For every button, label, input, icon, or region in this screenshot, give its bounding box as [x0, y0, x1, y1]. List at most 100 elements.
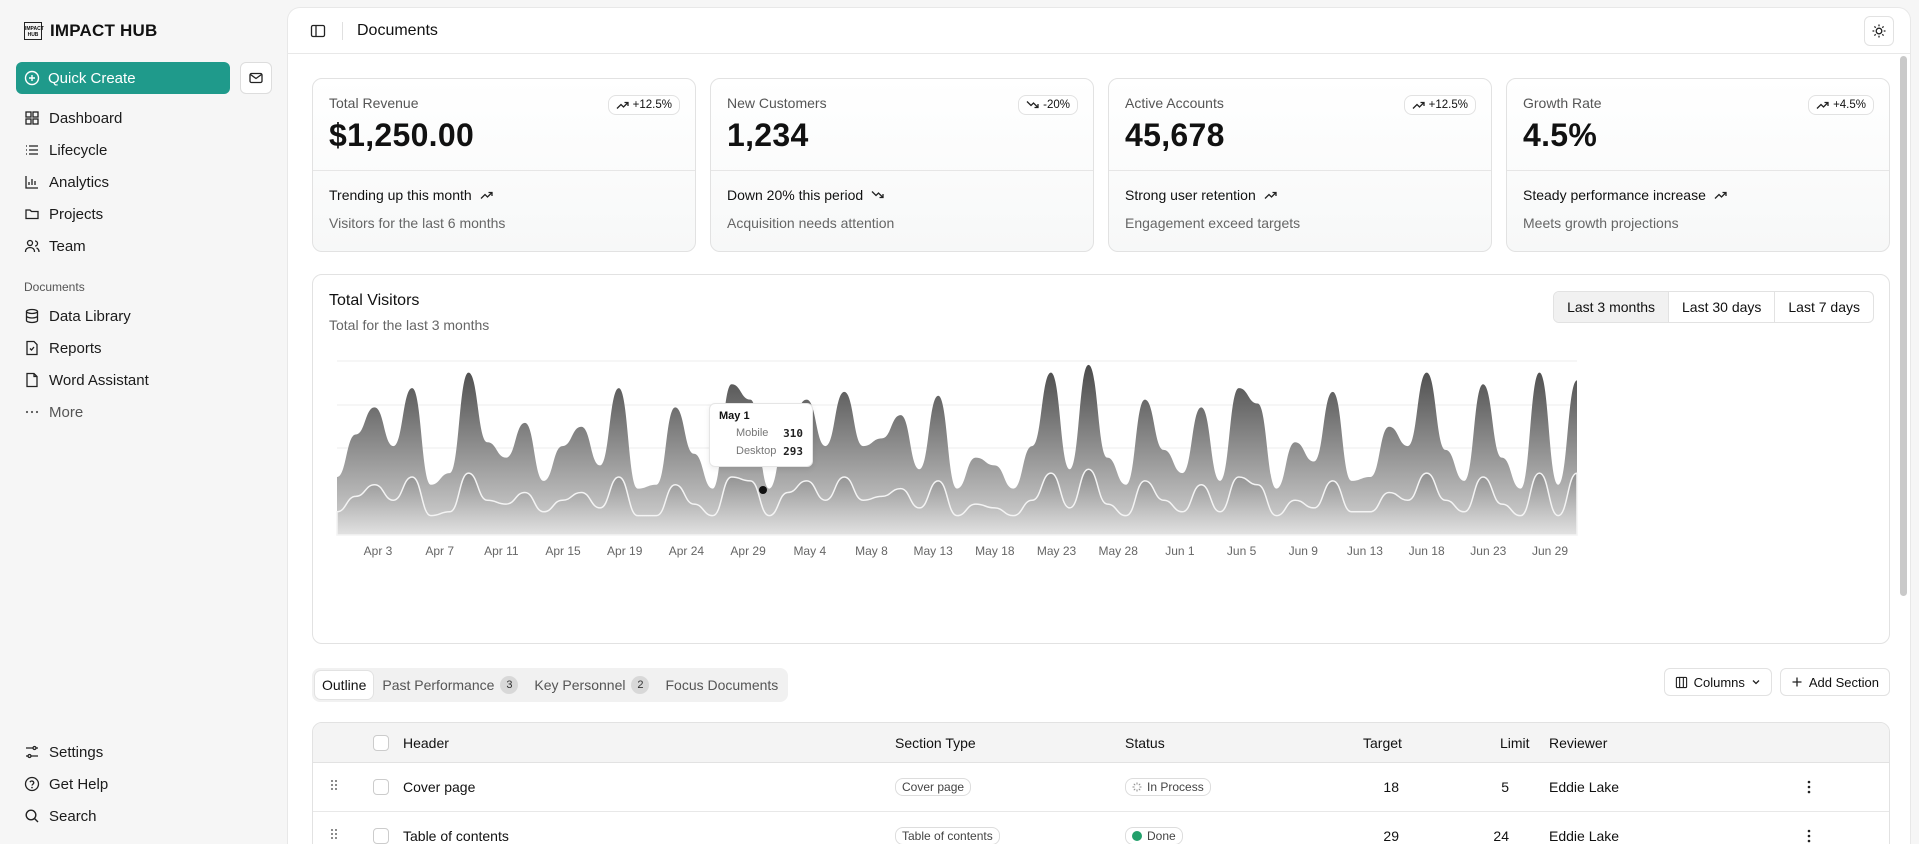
x-tick-label: May 8: [855, 544, 888, 558]
sidebar-item-more[interactable]: More: [16, 396, 272, 428]
row-checkbox[interactable]: [373, 828, 389, 844]
card-footer-title: Strong user retention: [1125, 187, 1256, 203]
column-header-status[interactable]: Status: [1125, 734, 1165, 751]
column-header-section-type[interactable]: Section Type: [895, 734, 976, 751]
table-toolbar: Outline Past Performance 3 Key Personnel 2…: [312, 668, 1890, 702]
row-menu-button[interactable]: [1807, 829, 1811, 844]
x-tick-label: Apr 7: [425, 544, 454, 558]
tab-outline[interactable]: Outline: [315, 671, 374, 699]
x-tick-label: Apr 19: [607, 544, 643, 558]
folder-icon: [25, 209, 39, 220]
view-tabs: Outline Past Performance 3 Key Personnel 2…: [312, 668, 789, 702]
sidebar-item-reports[interactable]: Reports: [16, 332, 272, 364]
column-header-header[interactable]: Header: [403, 734, 449, 751]
range-option-3-months[interactable]: Last 3 months: [1554, 292, 1668, 322]
row-checkbox[interactable]: [373, 779, 389, 795]
tab-count-badge: 2: [631, 676, 650, 694]
sidebar-item-analytics[interactable]: Analytics: [16, 166, 272, 198]
sidebar-item-label: Reports: [49, 339, 102, 357]
sun-icon: [1872, 24, 1886, 37]
tooltip-desktop-label: Desktop: [736, 445, 777, 457]
section-type-badge: Table of contents: [895, 827, 1000, 844]
card-footer: Trending up this month Visitors for the l…: [313, 171, 695, 247]
x-tick-label: Jun 13: [1347, 544, 1383, 558]
summary-card[interactable]: Growth Rate 4.5% +4.5% Steady performance i…: [1506, 78, 1890, 252]
reviewer-cell[interactable]: Eddie Lake: [1549, 828, 1620, 844]
summary-card[interactable]: Total Revenue $1,250.00 +12.5% Trending up …: [312, 78, 696, 252]
sidebar-item-word-assistant[interactable]: Word Assistant: [16, 364, 272, 396]
series-area-mobile[interactable]: [336, 468, 1578, 536]
sidebar-item-label: Settings: [49, 743, 104, 761]
series-area-desktop[interactable]: [337, 364, 1577, 535]
tab-past-performance[interactable]: Past Performance 3: [375, 671, 525, 699]
drag-handle-icon[interactable]: [329, 827, 339, 844]
range-option-30-days[interactable]: Last 30 days: [1668, 292, 1774, 322]
trending-up-icon: [1412, 101, 1425, 109]
visitors-area-chart[interactable]: Apr 3 Apr 7 Apr 11 Apr 15 Apr 19 Apr 24 Apr 29…: [313, 275, 1891, 645]
sidebar-item-label: Team: [49, 237, 86, 255]
page-scrollbar[interactable]: [1900, 56, 1907, 596]
reviewer-cell[interactable]: Eddie Lake: [1549, 779, 1620, 795]
sidebar-item-label: Search: [49, 807, 97, 825]
table-row[interactable]: Table of contents Table of contents Done…: [313, 812, 1889, 844]
row-header-cell[interactable]: Cover page: [403, 779, 476, 795]
target-cell[interactable]: 18: [1383, 779, 1399, 795]
dashboard-icon: [25, 111, 39, 125]
columns-icon: [1675, 676, 1687, 688]
limit-cell[interactable]: 24: [1493, 828, 1509, 844]
column-header-limit[interactable]: Limit: [1500, 734, 1530, 751]
column-header-target[interactable]: Target: [1363, 734, 1402, 751]
x-tick-label: Apr 29: [730, 544, 766, 558]
search-icon: [25, 809, 39, 823]
status-label: In Process: [1147, 780, 1204, 794]
tooltip-mobile-value: 310: [783, 427, 803, 440]
x-tick-label: Apr 24: [669, 544, 705, 558]
tab-label: Focus Documents: [665, 677, 779, 693]
theme-toggle-button[interactable]: [1864, 15, 1894, 46]
summary-card[interactable]: Active Accounts 45,678 +12.5% Strong user r…: [1108, 78, 1492, 252]
limit-cell[interactable]: 5: [1501, 779, 1509, 795]
inbox-button[interactable]: [240, 62, 272, 94]
table-row[interactable]: Cover page Cover page In Process 18 5 Ed…: [313, 763, 1889, 812]
quick-create-button[interactable]: Quick Create: [16, 62, 230, 94]
column-header-reviewer[interactable]: Reviewer: [1549, 734, 1608, 751]
drag-handle-icon[interactable]: [329, 778, 339, 795]
columns-label: Columns: [1693, 674, 1745, 690]
sidebar-item-team[interactable]: Team: [16, 230, 272, 262]
trend-badge: +12.5%: [607, 95, 680, 115]
main-nav: Dashboard Lifecycle Analytics Projects T…: [16, 102, 272, 262]
brand[interactable]: IMPACT HUB IMPACT HUB: [16, 0, 272, 62]
card-label: New Customers: [727, 95, 827, 111]
summary-card[interactable]: New Customers 1,234 -20% Down 20% this peri…: [710, 78, 1094, 252]
sidebar-item-dashboard[interactable]: Dashboard: [16, 102, 272, 134]
sidebar-item-projects[interactable]: Projects: [16, 198, 272, 230]
status-cell: In Process: [1125, 778, 1211, 796]
tab-key-personnel[interactable]: Key Personnel 2: [527, 671, 656, 699]
card-header: New Customers 1,234 -20%: [711, 79, 1093, 171]
sidebar-item-data-library[interactable]: Data Library: [16, 300, 272, 332]
card-footer-headline: Trending up this month: [329, 187, 679, 203]
sidebar-item-settings[interactable]: Settings: [16, 736, 272, 768]
tooltip-mobile-label: Mobile: [736, 427, 769, 439]
row-menu-button[interactable]: [1807, 780, 1811, 797]
section-type-badge: Cover page: [895, 778, 972, 796]
target-cell[interactable]: 29: [1383, 828, 1399, 844]
hover-point-mobile: [759, 486, 767, 494]
add-section-button[interactable]: Add Section: [1779, 668, 1890, 696]
brand-name: IMPACT HUB: [50, 21, 158, 40]
loader-icon: [1132, 782, 1142, 792]
sidebar-toggle-button[interactable]: [304, 17, 332, 45]
columns-button[interactable]: Columns: [1663, 668, 1772, 696]
card-value: 1,234: [727, 117, 809, 153]
tab-focus-documents[interactable]: Focus Documents: [658, 671, 785, 699]
sidebar-item-get-help[interactable]: Get Help: [16, 768, 272, 800]
x-tick-label: May 23: [1037, 544, 1077, 558]
range-option-7-days[interactable]: Last 7 days: [1774, 292, 1873, 322]
card-label: Total Revenue: [329, 95, 419, 111]
sidebar-item-search[interactable]: Search: [16, 800, 272, 832]
row-header-cell[interactable]: Table of contents: [403, 828, 509, 844]
report-icon: [26, 340, 38, 356]
trending-up-icon: [480, 191, 493, 199]
select-all-checkbox[interactable]: [373, 734, 389, 751]
sidebar-item-lifecycle[interactable]: Lifecycle: [16, 134, 272, 166]
